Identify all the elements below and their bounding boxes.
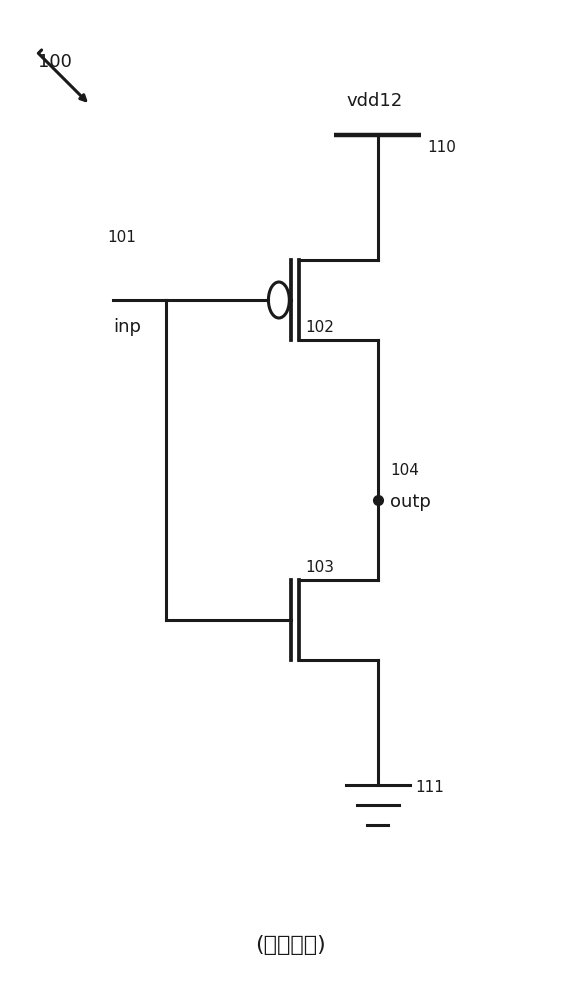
Text: outp: outp (390, 493, 431, 511)
Text: 104: 104 (390, 463, 419, 478)
Text: 102: 102 (305, 320, 334, 335)
Text: (现有技术): (现有技术) (255, 935, 326, 955)
Text: 103: 103 (305, 560, 334, 575)
Text: 100: 100 (38, 53, 71, 71)
Text: 101: 101 (107, 230, 137, 245)
Text: inp: inp (113, 318, 141, 336)
Text: 111: 111 (415, 780, 444, 795)
Text: vdd12: vdd12 (347, 92, 403, 110)
Text: 110: 110 (427, 140, 456, 155)
